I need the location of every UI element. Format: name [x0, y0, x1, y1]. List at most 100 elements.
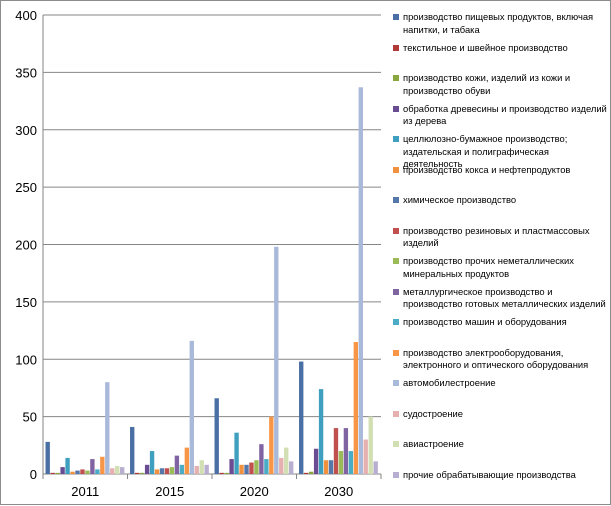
bar-2020-series-14 — [279, 457, 284, 474]
legend-label: производство резиновых и пластмассовых и… — [403, 224, 590, 249]
legend-label: целлюлозно-бумажное производство; издате… — [403, 133, 568, 169]
bar-2030-series-14 — [363, 439, 368, 474]
bar-2015-series-3 — [139, 472, 145, 474]
legend-label: металлургическое производство и производ… — [403, 285, 606, 310]
bar-2020-series-4 — [229, 459, 234, 474]
y-tick-label: 300 — [15, 123, 37, 138]
bar-2015-series-11 — [179, 464, 185, 474]
bar-2030-series-13 — [358, 87, 363, 474]
bar-2015-series-8 — [164, 468, 170, 474]
bar-2015-series-6 — [154, 469, 160, 474]
legend-label: прочие обрабатывающие производства — [403, 468, 576, 480]
bar-2030-series-16 — [373, 461, 378, 474]
legend-label: производство пищевых продуктов, включая … — [403, 11, 594, 35]
bar-2011-series-11 — [95, 469, 100, 474]
bar-2020-series-10 — [259, 444, 264, 474]
legend-item: судостроение — [393, 408, 609, 421]
legend-label: производство кожи, изделий из кожи и про… — [403, 72, 571, 96]
bar-2030-series-10 — [343, 428, 349, 474]
bar-2011-series-7 — [75, 470, 80, 474]
bar-2011-series-10 — [90, 459, 95, 474]
legend-item: химическое производство — [393, 194, 609, 207]
legend-label: текстильное и швейное производство — [403, 41, 568, 53]
legend-label: авиастроение — [403, 438, 464, 449]
bar-2030-series-9 — [338, 451, 344, 474]
legend-swatch — [393, 197, 399, 203]
bar-2020-series-7 — [244, 464, 249, 474]
legend-item: производство машин и оборудования — [393, 316, 609, 329]
bar-2015-series-4 — [144, 464, 150, 474]
bar-2020-series-6 — [239, 464, 244, 474]
legend-label: производство кокса и нефтепродуктов — [403, 163, 571, 175]
bar-2015-series-1 — [130, 426, 135, 474]
legend-swatch — [393, 136, 399, 142]
bar-2015-series-7 — [159, 468, 165, 474]
bar-2020-series-11 — [264, 459, 269, 474]
bar-2030-series-5 — [318, 389, 324, 474]
bar-2020-series-1 — [214, 398, 219, 474]
bar-2020-series-12 — [269, 416, 274, 475]
legend-swatch — [393, 410, 399, 417]
legend-swatch — [393, 471, 399, 478]
legend-item: автомобилестроение — [393, 377, 609, 390]
x-tick-label: 2020 — [240, 484, 269, 499]
bar-2011-series-8 — [80, 469, 85, 474]
bar-2015-series-13 — [189, 340, 194, 474]
bar-2030-series-3 — [308, 471, 314, 474]
bar-2011-series-12 — [100, 456, 105, 474]
legend-label: производство электрооборудования, электр… — [403, 346, 589, 371]
legend-item: производство кожи, изделий из кожи и про… — [393, 72, 609, 97]
y-tick-label: 150 — [15, 295, 37, 310]
bar-2020-series-15 — [284, 447, 289, 474]
legend-item: производство пищевых продуктов, включая … — [393, 11, 609, 36]
bar-2011-series-15 — [115, 465, 120, 474]
bar-2020-series-8 — [249, 462, 254, 474]
legend-label: автомобилестроение — [403, 377, 496, 388]
legend-label: обработка древесины и производство издел… — [403, 102, 607, 127]
bar-2030-series-7 — [328, 460, 334, 474]
x-tick-label: 2011 — [71, 484, 99, 499]
legend-swatch — [393, 288, 399, 295]
legend-swatch — [393, 14, 399, 20]
y-tick-label: 50 — [23, 410, 37, 425]
bar-2030-series-2 — [304, 472, 309, 474]
legend-swatch — [393, 166, 399, 173]
bar-2015-series-5 — [149, 451, 155, 474]
bar-2030-series-8 — [333, 428, 339, 474]
bar-2020-series-2 — [219, 472, 224, 474]
bar-2015-series-12 — [184, 447, 189, 474]
bar-2030-series-15 — [368, 416, 373, 475]
bar-2011-series-3 — [55, 472, 60, 474]
bar-2030-series-6 — [323, 460, 329, 474]
legend-item: производство прочих неметаллических мине… — [393, 255, 609, 280]
bar-2015-series-9 — [169, 467, 175, 474]
x-tick-label: 2030 — [324, 484, 353, 499]
bar-2011-series-6 — [70, 471, 75, 474]
y-tick-label: 100 — [15, 352, 37, 367]
legend-label: судостроение — [403, 407, 463, 419]
bar-2011-series-5 — [65, 457, 70, 474]
bar-2030-series-11 — [348, 451, 354, 474]
bar-2011-series-1 — [45, 441, 50, 474]
bar-2020-series-3 — [224, 472, 229, 474]
bar-2015-series-2 — [135, 472, 140, 474]
legend-label: производство машин и оборудования — [403, 316, 567, 327]
bar-2011-series-9 — [85, 470, 90, 474]
bar-2015-series-14 — [194, 465, 199, 474]
bar-2020-series-9 — [254, 460, 259, 474]
legend-item: целлюлозно-бумажное производство; издате… — [393, 133, 609, 171]
legend-swatch — [393, 441, 399, 447]
legend-label: производство прочих неметаллических мине… — [403, 255, 574, 279]
bar-2011-series-2 — [50, 472, 55, 474]
legend-label: химическое производство — [403, 194, 517, 205]
x-tick-label: 2015 — [155, 484, 184, 499]
legend-item: производство электрооборудования, электр… — [393, 347, 609, 372]
bar-2011-series-13 — [105, 382, 110, 474]
legend-swatch — [393, 105, 399, 112]
bar-2020-series-5 — [234, 432, 239, 474]
bar-2020-series-16 — [289, 461, 294, 474]
legend-swatch — [393, 75, 399, 81]
legend-item: металлургическое производство и производ… — [393, 286, 609, 311]
